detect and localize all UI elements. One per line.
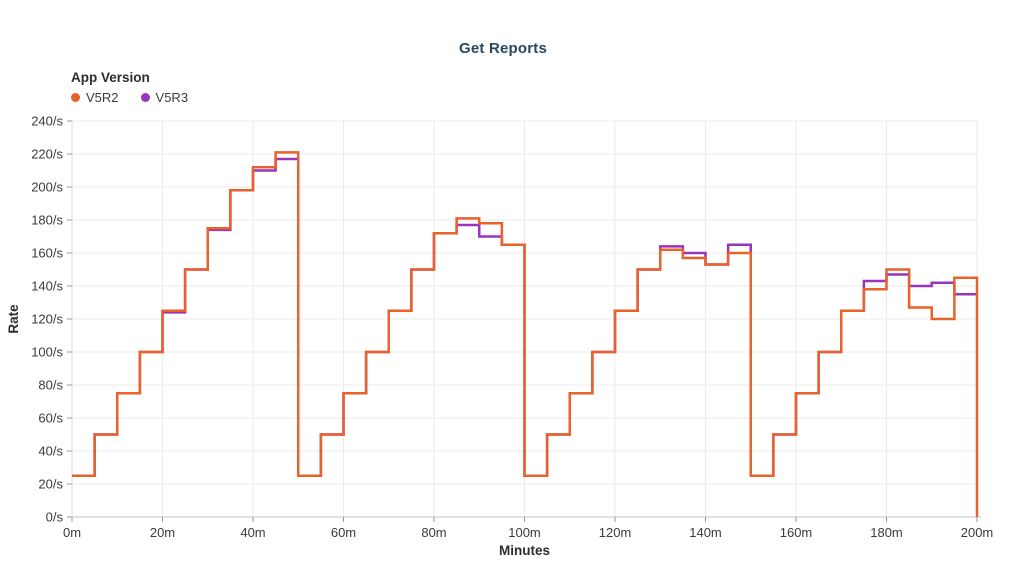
y-tick-label: 60/s — [38, 411, 63, 426]
x-tick-label: 80m — [421, 525, 446, 540]
legend: App Version V5R2 V5R3 — [71, 70, 188, 105]
legend-items: V5R2 V5R3 — [71, 90, 188, 105]
legend-label-v5r3: V5R3 — [155, 90, 189, 105]
chart-title: Get Reports — [458, 40, 548, 57]
x-tick-label: 200m — [961, 525, 994, 540]
y-tick-label: 40/s — [38, 444, 63, 459]
legend-swatch-v5r3-icon — [140, 93, 150, 102]
y-tick-label: 20/s — [38, 477, 63, 492]
legend-swatch-v5r2-icon — [71, 93, 80, 102]
x-tick-label: 40m — [240, 525, 265, 540]
x-tick-label: 140m — [689, 525, 722, 540]
y-tick-label: 160/s — [31, 246, 63, 261]
y-axis-title: Rate — [6, 304, 21, 334]
series-line-v5r2 — [72, 151, 979, 517]
legend-title: App Version — [71, 70, 150, 85]
x-tick-label: 60m — [331, 525, 356, 540]
legend-item-v5r2[interactable]: V5R2 — [71, 90, 119, 105]
x-tick-label: 20m — [150, 525, 175, 540]
x-tick-label: 160m — [780, 525, 813, 540]
y-tick-label: 0/s — [46, 510, 64, 525]
y-tick-label: 80/s — [38, 378, 63, 393]
y-tick-label: 100/s — [31, 345, 63, 360]
y-tick-label: 140/s — [31, 279, 63, 294]
x-axis-title: Minutes — [499, 543, 550, 558]
x-tick-label: 0m — [63, 525, 81, 540]
x-tick-label: 180m — [870, 525, 903, 540]
y-tick-label: 240/s — [31, 114, 63, 129]
x-tick-label: 100m — [508, 525, 541, 540]
y-tick-label: 120/s — [31, 312, 63, 327]
legend-label-v5r2: V5R2 — [86, 90, 119, 105]
y-tick-label: 220/s — [31, 147, 63, 162]
y-tick-label: 200/s — [31, 180, 63, 195]
y-tick-label: 180/s — [31, 213, 63, 228]
legend-item-v5r3[interactable]: V5R3 — [140, 90, 189, 105]
x-tick-label: 120m — [599, 525, 632, 540]
